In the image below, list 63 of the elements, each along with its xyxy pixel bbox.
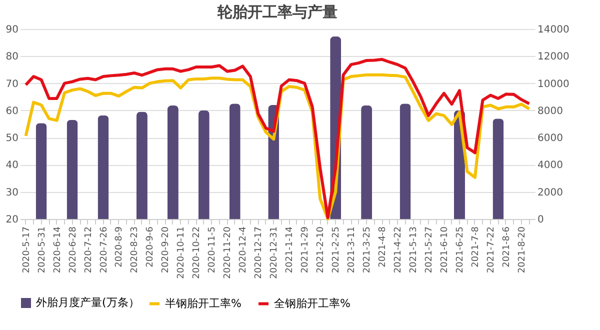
y-tick-label: 80 xyxy=(6,52,18,63)
x-tick-label: 2020-10-22 xyxy=(192,226,202,279)
bar xyxy=(66,120,78,219)
x-tick-label: 2021-6-25 xyxy=(455,226,466,274)
bar xyxy=(492,118,504,219)
x-tick-label: 2021-6-10 xyxy=(440,226,450,274)
x-tick-label: 2020-7-12 xyxy=(84,226,94,274)
y2-tick-label: 4000 xyxy=(538,160,563,172)
bar xyxy=(229,104,240,219)
bar xyxy=(198,110,210,219)
x-tick-label: 2021-8-6 xyxy=(502,226,512,268)
legend-label: 全钢胎开工率% xyxy=(274,296,350,310)
y-tick-label: 70 xyxy=(6,78,18,90)
x-tick-label: 2020-5-17 xyxy=(22,226,32,274)
x-tick-label: 2021-3-11 xyxy=(347,226,358,274)
y-tick-label: 40 xyxy=(6,160,18,172)
legend-label: 半钢胎开工率% xyxy=(165,296,242,310)
bar xyxy=(400,104,411,219)
y2-tick-label: 0 xyxy=(538,214,544,226)
x-tick-label: 2020-7-26 xyxy=(99,226,110,274)
y2-tick-label: 10000 xyxy=(538,78,570,90)
y-tick-label: 30 xyxy=(6,187,18,198)
x-tick-label: 2020-11-20 xyxy=(223,226,234,279)
x-tick-label: 2020-11-5 xyxy=(208,226,218,274)
y2-tick-label: 2000 xyxy=(538,187,563,198)
y-tick-label: 20 xyxy=(6,214,18,226)
x-tick-label: 2020-10-11 xyxy=(176,226,187,279)
y2-tick-label: 12000 xyxy=(538,52,570,63)
x-tick-label: 2021-4-8 xyxy=(378,226,388,268)
x-tick-label: 2020-6-14 xyxy=(52,226,63,274)
legend-label: 外胎月度产量(万条） xyxy=(36,296,140,309)
x-tick-label: 2021-1-14 xyxy=(285,226,296,274)
x-tick-label: 2020-9-6 xyxy=(146,226,156,268)
bar xyxy=(361,105,372,219)
x-tick-label: 2021-2-25 xyxy=(332,226,342,274)
y2-tick-label: 14000 xyxy=(538,24,570,36)
y-tick-label: 60 xyxy=(6,106,18,117)
x-tick-label: 2020-12-31 xyxy=(270,226,280,279)
x-tick-label: 2021-5-27 xyxy=(424,226,435,274)
x-tick-label: 2021-1-29 xyxy=(300,226,311,274)
x-tick-label: 2021-7-8 xyxy=(470,226,481,268)
bar xyxy=(136,112,148,219)
x-tick-label: 2021-4-22 xyxy=(394,226,404,274)
x-tick-label: 2021-8-20 xyxy=(517,226,528,274)
x-tick-label: 2021-2-10 xyxy=(316,226,326,274)
x-tick-label: 2021-3-25 xyxy=(362,226,373,274)
x-tick-label: 2020-8-9 xyxy=(114,226,125,268)
bar xyxy=(36,123,47,219)
bar xyxy=(98,115,109,219)
x-tick-label: 2020-6-28 xyxy=(68,226,78,274)
x-tick-label: 2020-5-31 xyxy=(37,226,48,274)
x-tick-label: 2021-7-22 xyxy=(486,226,496,274)
bar xyxy=(167,106,178,219)
y-tick-label: 90 xyxy=(6,24,18,36)
x-tick-label: 2020-8-23 xyxy=(130,226,140,274)
x-tick-label: 2020-9-20 xyxy=(161,226,172,274)
y2-tick-label: 8000 xyxy=(538,106,563,117)
y2-tick-label: 6000 xyxy=(538,133,563,144)
chart-title: 轮胎开工率与产量 xyxy=(216,3,338,21)
y-tick-label: 50 xyxy=(6,133,18,144)
x-tick-label: 2020-12-4 xyxy=(238,226,249,274)
x-tick-label: 2021-5-13 xyxy=(409,226,420,274)
x-tick-label: 2020-12-17 xyxy=(254,226,264,279)
